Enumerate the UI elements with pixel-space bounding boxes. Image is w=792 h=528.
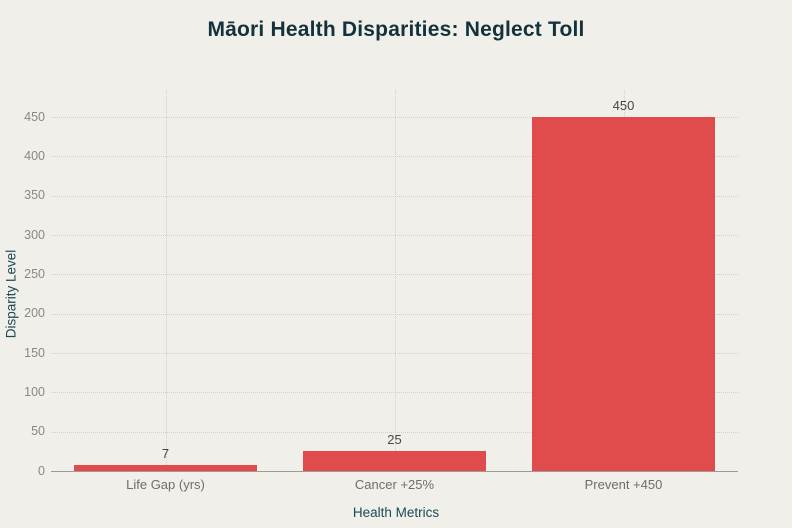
y-tick-label: 150 <box>24 345 45 360</box>
bar-3 <box>531 117 716 471</box>
bar-1 <box>73 465 258 471</box>
x-tick-label: Prevent +450 <box>584 477 663 492</box>
y-tick-label: 50 <box>31 424 45 439</box>
y-tick-label: 350 <box>24 188 45 203</box>
vertical-gridline <box>165 90 167 471</box>
bar-2 <box>302 451 487 471</box>
x-axis-title: Health Metrics <box>352 505 440 520</box>
y-axis-title: Disparity Level <box>3 249 19 339</box>
bar-value-label: 25 <box>387 432 402 448</box>
y-tick-label: 200 <box>24 306 45 321</box>
y-tick-label: 0 <box>38 463 45 478</box>
y-tick-label: 250 <box>24 266 45 281</box>
y-tick-label: 300 <box>24 227 45 242</box>
vertical-gridline <box>394 90 396 471</box>
x-tick-label: Life Gap (yrs) <box>126 477 205 492</box>
chart-title: Māori Health Disparities: Neglect Toll <box>207 18 585 41</box>
y-tick-label: 400 <box>24 148 45 163</box>
y-tick-label: 100 <box>24 384 45 399</box>
y-tick-label: 450 <box>24 109 45 124</box>
x-axis-line <box>51 470 738 472</box>
bar-value-label: 7 <box>161 446 170 462</box>
bar-value-label: 450 <box>612 98 635 113</box>
x-tick-label: Cancer +25% <box>354 477 435 492</box>
